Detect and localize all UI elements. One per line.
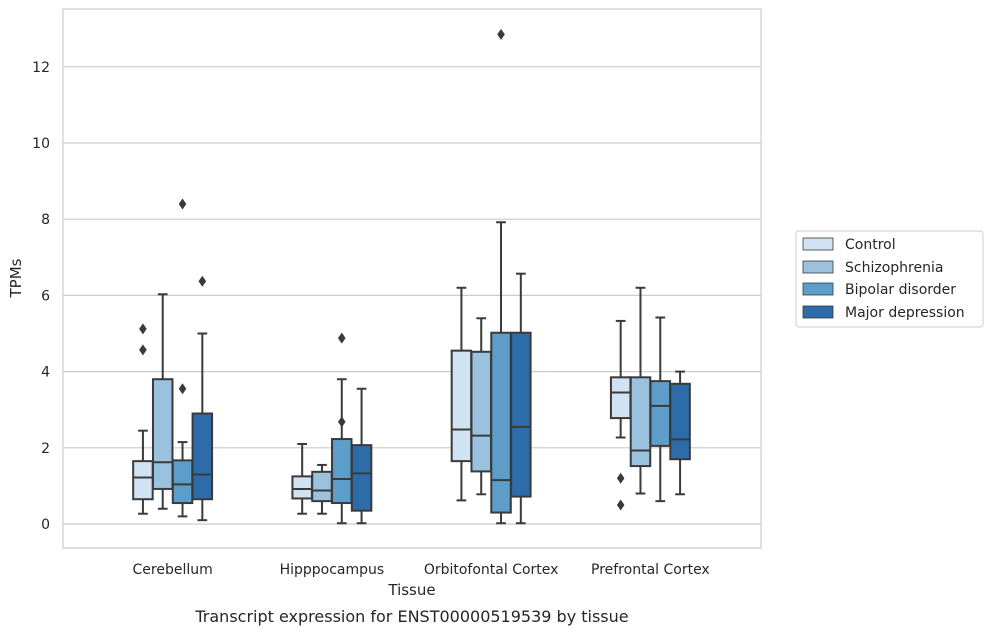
iqr-box [311,470,333,503]
iqr-box [510,331,532,498]
box-prefrontal-cortex [669,370,691,496]
x-axis-ticks: Cerebellum Hipppocampus Orbitofontal Corte… [133,562,710,578]
iqr-box [350,444,373,512]
iqr-box [669,382,691,461]
box-orbitofontal-cortex [510,272,532,525]
outlier-point [198,275,207,287]
box-prefrontal-cortex [629,286,652,495]
legend-frame [795,230,984,328]
outlier-point [497,28,505,40]
series-control [132,286,632,515]
box-hipppocampus [331,332,353,525]
box-series [132,28,691,525]
box-orbitofontal-cortex [490,28,512,525]
iqr-box [191,412,214,501]
legend-entry-schizophrenia: Schizophrenia [802,260,943,276]
x-tick-label: Prefrontal Cortex [591,562,710,578]
iqr-box [649,380,672,447]
y-tick-label: 10 [32,136,50,152]
legend-label: Schizophrenia [845,260,943,276]
series-bipolar-disorder [171,28,672,525]
outlier-point [616,472,625,484]
legend-swatch [802,282,834,296]
outlier-point [337,332,346,344]
box-cerebellum [132,323,154,515]
legend-entry-bipolar-disorder: Bipolar disorder [802,282,956,298]
iqr-box [609,376,632,420]
grid-lines [63,66,761,525]
iqr-box [629,376,652,468]
legend-label: Control [845,237,896,253]
iqr-box [171,459,194,505]
legend-entry-control: Control [802,237,896,253]
box-hipppocampus [291,442,313,515]
legend-label: Major depression [845,305,965,321]
series-schizophrenia [151,286,652,515]
y-tick-label: 6 [41,288,50,304]
iqr-box [450,349,473,463]
iqr-box [291,475,313,500]
series-major-depression [191,272,691,525]
box-orbitofontal-cortex [450,286,473,502]
y-tick-label: 2 [41,441,50,457]
box-hipppocampus [350,387,373,525]
legend: Control Schizophrenia Bipolar disorder M… [795,230,984,328]
iqr-box [490,331,512,514]
legend-label: Bipolar disorder [845,282,956,298]
box-prefrontal-cortex [649,316,672,503]
y-tick-label: 12 [32,60,50,76]
x-tick-label: Hipppocampus [280,562,385,578]
y-axis-label: TPMs [7,258,25,298]
y-axis-ticks: 0 2 4 6 8 10 12 [32,60,50,533]
legend-swatch [802,260,834,274]
y-tick-label: 4 [41,365,50,381]
x-tick-label: Orbitofontal Cortex [424,562,559,578]
box-hipppocampus [311,463,333,515]
chart-caption: Transcript expression for ENST0000051953… [194,607,628,626]
box-cerebellum [151,293,174,510]
x-axis-label: Tissue [387,581,435,599]
outlier-point [178,198,187,210]
outlier-point [139,344,147,356]
y-tick-label: 0 [41,517,50,533]
legend-entry-major-depression: Major depression [802,305,965,321]
outlier-point [139,323,147,335]
x-tick-label: Cerebellum [133,562,213,578]
box-cerebellum [171,198,194,518]
legend-swatch [802,237,834,251]
outlier-point [616,499,625,511]
plot-frame [62,8,762,549]
outlier-point [337,416,346,428]
outlier-point [178,383,187,395]
iqr-box [331,438,353,505]
box-prefrontal-cortex [609,319,632,511]
box-orbitofontal-cortex [470,317,492,496]
y-tick-label: 8 [41,212,50,228]
box-cerebellum [191,275,214,522]
iqr-box [132,460,154,501]
legend-swatch [802,305,834,319]
iqr-box [470,350,492,473]
iqr-box [151,378,174,490]
